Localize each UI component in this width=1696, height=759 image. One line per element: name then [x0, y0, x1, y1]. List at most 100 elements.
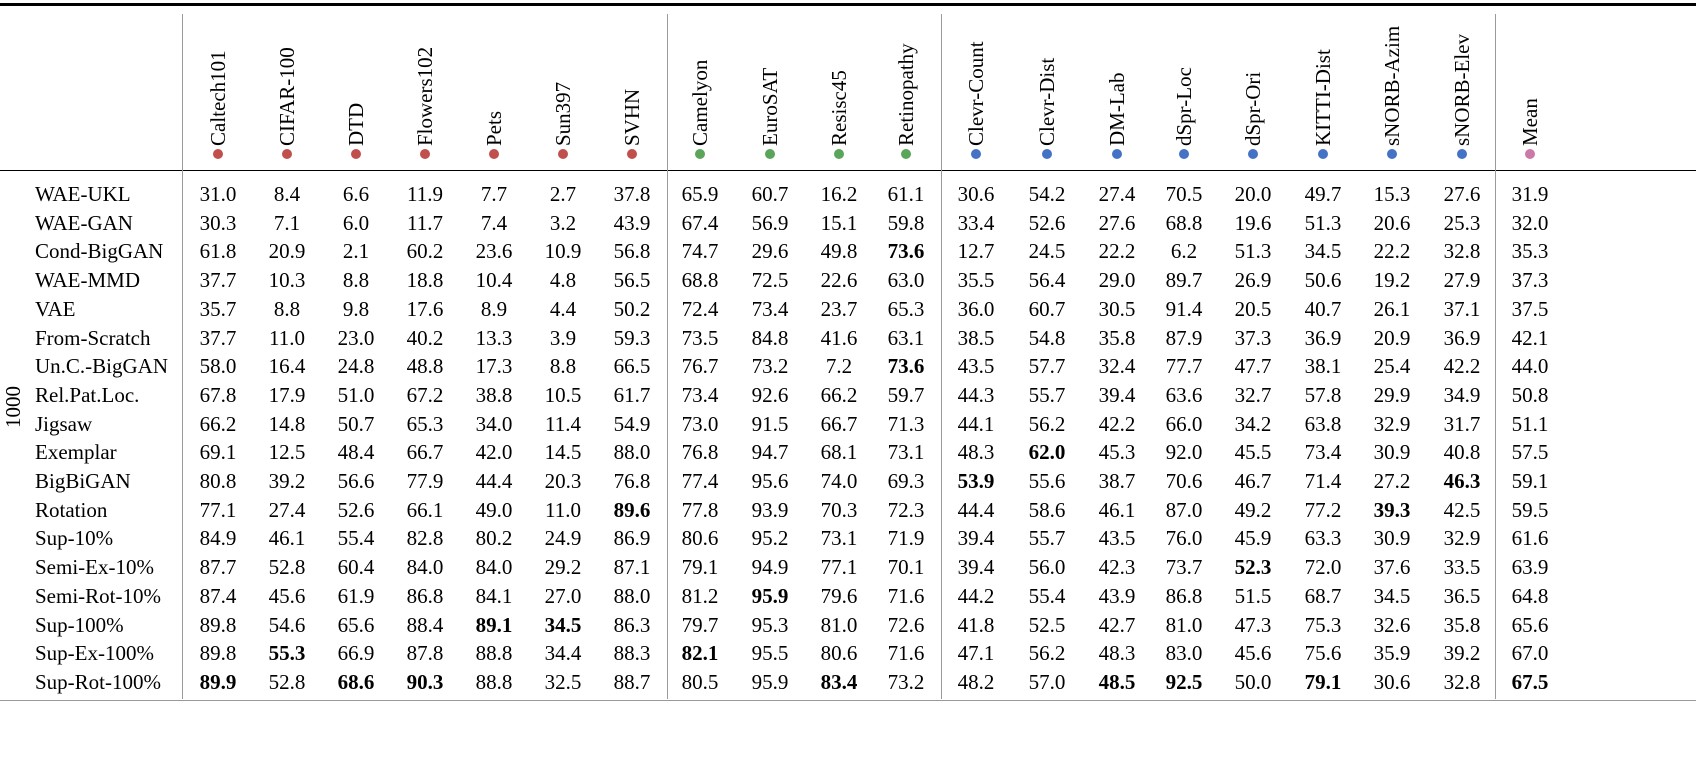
table-cell: 67.8 [199, 382, 237, 407]
table-cell: 71.6 [887, 583, 925, 608]
category-dot-icon [834, 149, 844, 159]
table-cell: 52.6 [337, 497, 375, 522]
table-cell: 95.3 [751, 612, 789, 637]
table-cell: 27.9 [1443, 268, 1481, 293]
table-cell: 52.8 [268, 669, 306, 694]
table-cell: 71.3 [887, 411, 925, 436]
table-cell: 80.6 [681, 526, 719, 551]
row-label: Exemplar [35, 440, 117, 465]
table-cell: 81.2 [681, 583, 719, 608]
table-cell: 55.6 [1028, 469, 1066, 493]
table-cell: 53.9 [957, 469, 995, 493]
table-cell: 42.3 [1098, 555, 1136, 580]
category-dot-icon [1112, 149, 1122, 159]
table-cell: 50.7 [337, 411, 375, 436]
table-cell: 23.6 [475, 239, 513, 264]
table-cell: 86.3 [613, 612, 651, 637]
table-cell: 34.5 [544, 612, 582, 637]
table-cell: 32.8 [1443, 669, 1481, 694]
row-label: Cond-BigGAN [35, 239, 164, 264]
table-cell: 49.7 [1304, 182, 1342, 206]
table-cell: 73.1 [820, 526, 858, 551]
table-cell: 41.8 [957, 612, 995, 637]
column-header: dSpr-Loc [1172, 67, 1196, 146]
table-cell: 70.3 [820, 497, 858, 522]
table-cell: 66.2 [820, 382, 858, 407]
table-cell: 86.8 [406, 583, 444, 608]
table-cell: 92.5 [1165, 669, 1203, 694]
table-cell: 48.2 [957, 669, 995, 694]
table-cell: 95.6 [751, 469, 789, 493]
row-label: Sup-Ex-100% [35, 641, 154, 666]
table-cell: 41.6 [820, 325, 858, 350]
table-cell: 22.2 [1373, 239, 1411, 264]
category-dot-icon [901, 149, 911, 159]
table-cell: 29.6 [751, 239, 789, 264]
table-cell: 65.3 [406, 411, 444, 436]
table-cell: 73.2 [887, 669, 925, 694]
table-cell: 16.4 [268, 354, 306, 379]
table-cell: 51.0 [337, 382, 375, 407]
table-cell: 56.2 [1028, 411, 1066, 436]
table-cell: 91.4 [1165, 296, 1203, 321]
table-cell: 11.9 [407, 182, 443, 206]
table-cell: 79.6 [820, 583, 858, 608]
table-cell: 47.7 [1234, 354, 1272, 379]
table-cell: 89.9 [199, 669, 237, 694]
table-cell: 72.6 [887, 612, 925, 637]
table-cell: 65.9 [681, 182, 719, 206]
table-cell: 11.0 [545, 497, 581, 522]
table-cell: 11.7 [407, 210, 443, 235]
column-header: Camelyon [688, 59, 712, 146]
table-cell: 60.2 [406, 239, 444, 264]
category-dot-icon [420, 149, 430, 159]
table-cell: 59.7 [887, 382, 925, 407]
table-cell: 51.3 [1234, 239, 1272, 264]
table-cell: 70.6 [1165, 469, 1203, 493]
group-divider [667, 14, 668, 699]
bottom-rule [0, 700, 1696, 701]
row-label: Jigsaw [35, 411, 93, 436]
table-cell: 32.6 [1373, 612, 1411, 637]
table-cell: 84.9 [199, 526, 237, 551]
table-cell: 6.2 [1170, 239, 1198, 264]
table-cell: 10.9 [544, 239, 582, 264]
table-cell: 81.0 [820, 612, 858, 637]
table-cell: 30.9 [1373, 526, 1411, 551]
table-cell: 17.9 [268, 382, 306, 407]
table-cell: 14.5 [544, 440, 582, 465]
table-cell: 34.5 [1304, 239, 1342, 264]
table-cell: 36.9 [1443, 325, 1481, 350]
row-label: VAE [35, 296, 76, 321]
table-cell: 63.0 [887, 268, 925, 293]
table-cell: 46.1 [268, 526, 306, 551]
table-cell: 43.9 [1098, 583, 1136, 608]
table-cell: 95.2 [751, 526, 789, 551]
table-cell: 69.1 [199, 440, 237, 465]
category-dot-icon [1042, 149, 1052, 159]
table-cell: 66.1 [406, 497, 444, 522]
category-dot-icon [489, 149, 499, 159]
table-cell: 35.9 [1373, 641, 1411, 666]
table-cell: 20.6 [1373, 210, 1411, 235]
table-cell: 89.1 [475, 612, 513, 637]
table-cell: 45.3 [1098, 440, 1136, 465]
table-cell: 4.4 [549, 296, 577, 321]
table-cell: 63.8 [1304, 411, 1342, 436]
table-cell: 87.8 [406, 641, 444, 666]
table-cell: 42.2 [1443, 354, 1481, 379]
table-cell: 73.4 [1304, 440, 1342, 465]
table-cell: 46.1 [1098, 497, 1136, 522]
table-cell: 73.4 [681, 382, 719, 407]
table-cell: 7.2 [825, 354, 853, 379]
table-cell: 76.8 [613, 469, 651, 493]
table-cell: 34.9 [1443, 382, 1481, 407]
table-cell: 81.0 [1165, 612, 1203, 637]
table-cell: 83.4 [820, 669, 858, 694]
table-cell: 32.7 [1234, 382, 1272, 407]
column-header: sNORB-Azim [1380, 25, 1404, 146]
table-cell: 87.7 [199, 555, 237, 580]
table-cell: 73.4 [751, 296, 789, 321]
table-cell: 84.0 [475, 555, 513, 580]
